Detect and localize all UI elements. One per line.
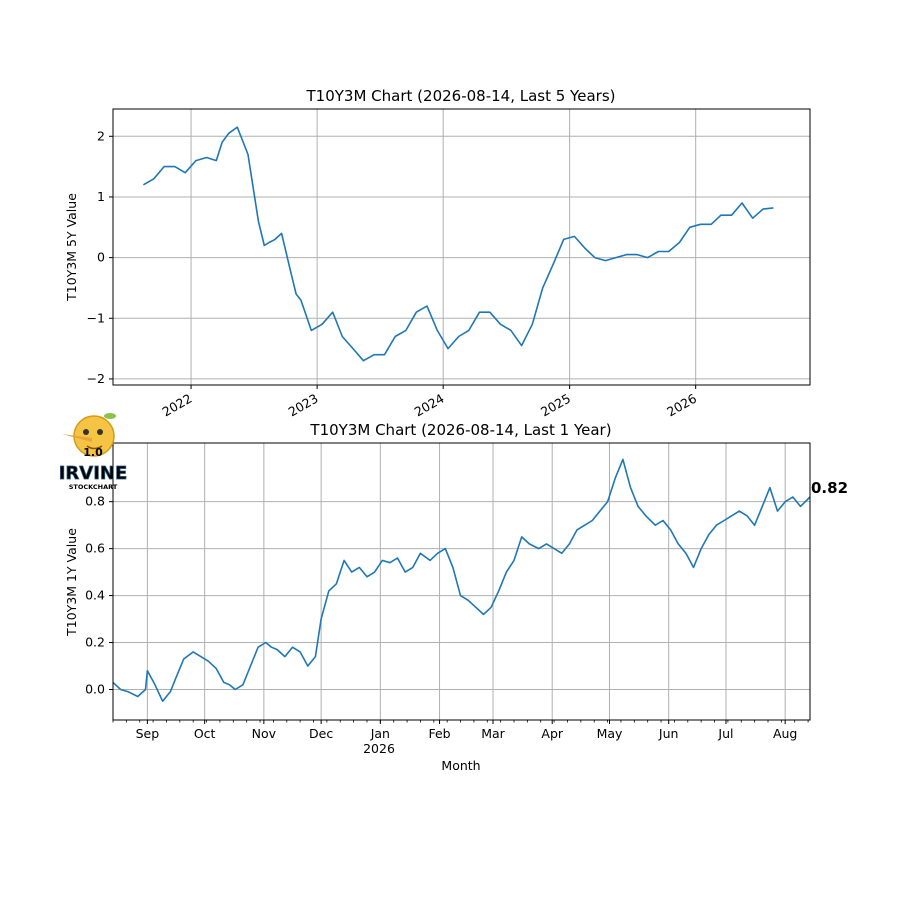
x-tick-year-label: 2026 [363, 741, 395, 756]
x-tick-label: Apr [541, 726, 563, 741]
y-tick-label: 0.2 [85, 635, 105, 650]
x-tick-label: Dec [309, 726, 333, 741]
x-axis-label-1y: Month [441, 758, 480, 773]
x-tick-label: 2022 [160, 391, 195, 420]
chart-title-1y: T10Y3M Chart (2026-08-14, Last 1 Year) [309, 421, 611, 439]
y-tick-label: 0 [97, 250, 105, 265]
plot-frame-1y [112, 442, 811, 721]
series-line-5y [143, 126, 774, 362]
x-tick-label: Mar [481, 726, 505, 741]
x-tick-label: 2026 [664, 391, 699, 420]
x-tick-label: Feb [428, 726, 450, 741]
x-tick-label: May [597, 726, 623, 741]
y-tick-label: 1 [97, 189, 105, 204]
x-tick-label: Sep [136, 726, 160, 741]
plot-frame-5y [112, 108, 811, 386]
x-tick-label: 2025 [538, 391, 573, 420]
y-tick-label: 0.0 [85, 681, 105, 696]
last-value-label: 0.82 [811, 479, 848, 497]
x-tick-label: 2023 [286, 391, 321, 420]
logo-tagline: STOCKCHART [69, 483, 118, 491]
x-tick-label: Jan [370, 726, 390, 741]
x-tick-label: Jun [658, 726, 679, 741]
chart-title-5y: T10Y3M Chart (2026-08-14, Last 5 Years) [306, 87, 616, 105]
x-tick-label: Nov [252, 726, 277, 741]
y-axis-label-5y: T10Y3M 5Y Value [64, 193, 79, 302]
y-tick-label: −1 [87, 310, 105, 325]
y-tick-label: 2 [97, 128, 105, 143]
logo-brand: IRVINE [59, 463, 128, 484]
y-tick-label: 0.6 [85, 541, 105, 556]
x-tick-label: Oct [194, 726, 216, 741]
y-tick-label: −2 [87, 371, 105, 386]
x-tick-label: Jul [717, 726, 733, 741]
x-tick-label: Aug [773, 726, 797, 741]
logo-version: 1.0 [83, 446, 103, 459]
y-tick-label: 0.4 [85, 588, 105, 603]
y-tick-label: 0.8 [85, 494, 105, 509]
x-tick-label: 2024 [412, 391, 447, 420]
y-axis-label-1y: T10Y3M 1Y Value [64, 528, 79, 637]
irvine-stockchart-logo: 1.0 IRVINE STOCKCHART [58, 413, 128, 491]
chart-1-year: T10Y3M Chart (2026-08-14, Last 1 Year) 0… [64, 421, 848, 773]
chart-5-year: T10Y3M Chart (2026-08-14, Last 5 Years) … [64, 87, 811, 420]
series-line-1y [112, 458, 811, 703]
